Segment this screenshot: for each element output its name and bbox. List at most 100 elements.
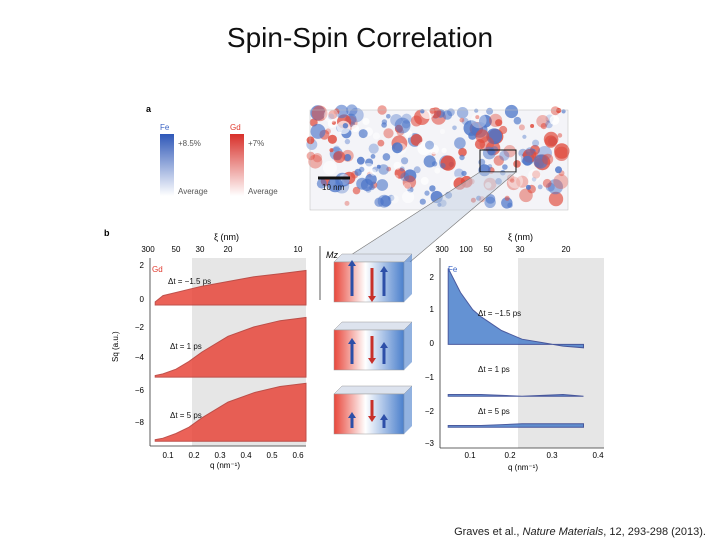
gd-y-tick: −2 bbox=[135, 323, 145, 332]
fe-colorbar-top: +8.5% bbox=[178, 139, 201, 148]
domain-blob bbox=[557, 133, 563, 138]
spin-cube-2 bbox=[333, 321, 413, 371]
fe-x-tick: 0.3 bbox=[546, 451, 558, 460]
domain-blob bbox=[386, 114, 391, 119]
fe-x-tick: 0.2 bbox=[504, 451, 516, 460]
domain-blob bbox=[383, 128, 394, 139]
gd-top-tick: 20 bbox=[224, 245, 233, 254]
domain-blob bbox=[475, 115, 480, 120]
gd-x-tick: 0.6 bbox=[292, 451, 304, 460]
fe-series-2 bbox=[447, 393, 584, 397]
domain-blob bbox=[442, 110, 453, 120]
domain-blob bbox=[542, 178, 552, 188]
fe-y-tick: −3 bbox=[425, 439, 435, 448]
domain-blob bbox=[553, 174, 569, 190]
domain-blob bbox=[539, 106, 554, 121]
domain-blob bbox=[536, 115, 549, 128]
domain-blob bbox=[561, 109, 566, 114]
domain-blob bbox=[349, 107, 364, 123]
domain-blob bbox=[420, 104, 435, 119]
domain-blob bbox=[528, 169, 541, 182]
domain-blob bbox=[454, 168, 464, 179]
domain-blob bbox=[417, 141, 432, 156]
domain-blob bbox=[459, 117, 465, 123]
domain-blob bbox=[394, 167, 406, 179]
domain-blob bbox=[404, 182, 411, 189]
fe-tag: Fe bbox=[448, 265, 458, 274]
domain-blob bbox=[516, 175, 529, 188]
gd-colorbar-gradient bbox=[230, 134, 244, 196]
domain-blob bbox=[410, 115, 422, 127]
domain-blob bbox=[399, 166, 405, 172]
domain-blob bbox=[369, 184, 375, 191]
fe-top-tick: 300 bbox=[435, 245, 449, 254]
fe-delay-3: Δt = 5 ps bbox=[478, 407, 510, 416]
fe-colorbar-gradient bbox=[160, 134, 174, 196]
fe-x-tick: 0.4 bbox=[592, 451, 604, 460]
domain-blob bbox=[374, 197, 384, 207]
domain-blob bbox=[522, 134, 527, 139]
domain-blob bbox=[368, 143, 379, 154]
domain-blob bbox=[441, 147, 447, 154]
gd-top-tick: 300 bbox=[141, 245, 155, 254]
domain-blob bbox=[311, 105, 328, 122]
domain-blob bbox=[376, 164, 381, 169]
gd-top-tick: 30 bbox=[196, 245, 205, 254]
domain-blob bbox=[439, 128, 445, 135]
domain-blob bbox=[452, 125, 457, 131]
domain-blob bbox=[329, 148, 334, 153]
fe-colorbar: Fe +8.5% Average bbox=[160, 123, 208, 196]
zoom-projection bbox=[340, 172, 516, 262]
domain-blob bbox=[327, 177, 343, 193]
domain-blob bbox=[504, 195, 510, 201]
fe-xi-label: ξ (nm) bbox=[508, 232, 533, 242]
domain-blob bbox=[537, 184, 543, 190]
domain-blob bbox=[344, 154, 352, 162]
domain-blob bbox=[549, 115, 560, 125]
gd-x-tick: 0.1 bbox=[162, 451, 174, 460]
domain-blob bbox=[356, 177, 369, 190]
domain-blob bbox=[401, 157, 409, 165]
domain-blob bbox=[413, 166, 421, 174]
domain-blob bbox=[362, 117, 370, 125]
domain-blob bbox=[376, 179, 389, 191]
fe-series-1 bbox=[447, 268, 584, 349]
domain-blob bbox=[474, 139, 486, 150]
scale-bar-label: 10 nm bbox=[322, 183, 345, 192]
domain-blob bbox=[370, 154, 376, 159]
domain-blob bbox=[420, 176, 429, 185]
domain-blob bbox=[486, 128, 503, 145]
domain-blob bbox=[513, 160, 521, 168]
domain-blob bbox=[365, 173, 377, 186]
domain-blob bbox=[342, 123, 349, 129]
domain-blob bbox=[331, 120, 336, 125]
domain-blob bbox=[419, 198, 426, 205]
fe-delay-2: Δt = 1 ps bbox=[478, 365, 510, 374]
fe-colorbar-label: Fe bbox=[160, 123, 170, 132]
domain-blob bbox=[316, 178, 327, 189]
citation-prefix: Graves et al., bbox=[454, 526, 523, 538]
fe-chart: 0.1 0.2 0.3 0.4 300 100 50 30 20 2 1 0 −1 −2 −3 Fe ξ (… bbox=[425, 232, 604, 472]
domain-blob bbox=[525, 184, 531, 190]
domain-blob bbox=[550, 106, 560, 116]
domain-blob bbox=[312, 153, 323, 163]
spin-cubes: Mz bbox=[319, 246, 413, 435]
domain-blob bbox=[440, 162, 446, 169]
domain-blob bbox=[556, 107, 562, 114]
fe-top-tick: 30 bbox=[516, 245, 525, 254]
domain-blob bbox=[502, 164, 508, 170]
domain-blob bbox=[470, 112, 487, 129]
domain-blob bbox=[508, 173, 523, 189]
gd-delay-1: Δt = −1.5 ps bbox=[168, 277, 211, 286]
domain-blob bbox=[495, 119, 503, 127]
domain-blob bbox=[489, 113, 503, 127]
gd-y-tick: −8 bbox=[135, 418, 145, 427]
mz-label: Mz bbox=[326, 250, 338, 260]
domain-blob bbox=[554, 143, 570, 159]
gd-x-label: q (nm⁻¹) bbox=[210, 461, 240, 470]
domain-blob bbox=[458, 147, 467, 157]
domain-blob bbox=[310, 123, 326, 139]
domain-blob bbox=[391, 142, 403, 154]
spin-cube-1 bbox=[333, 253, 413, 303]
